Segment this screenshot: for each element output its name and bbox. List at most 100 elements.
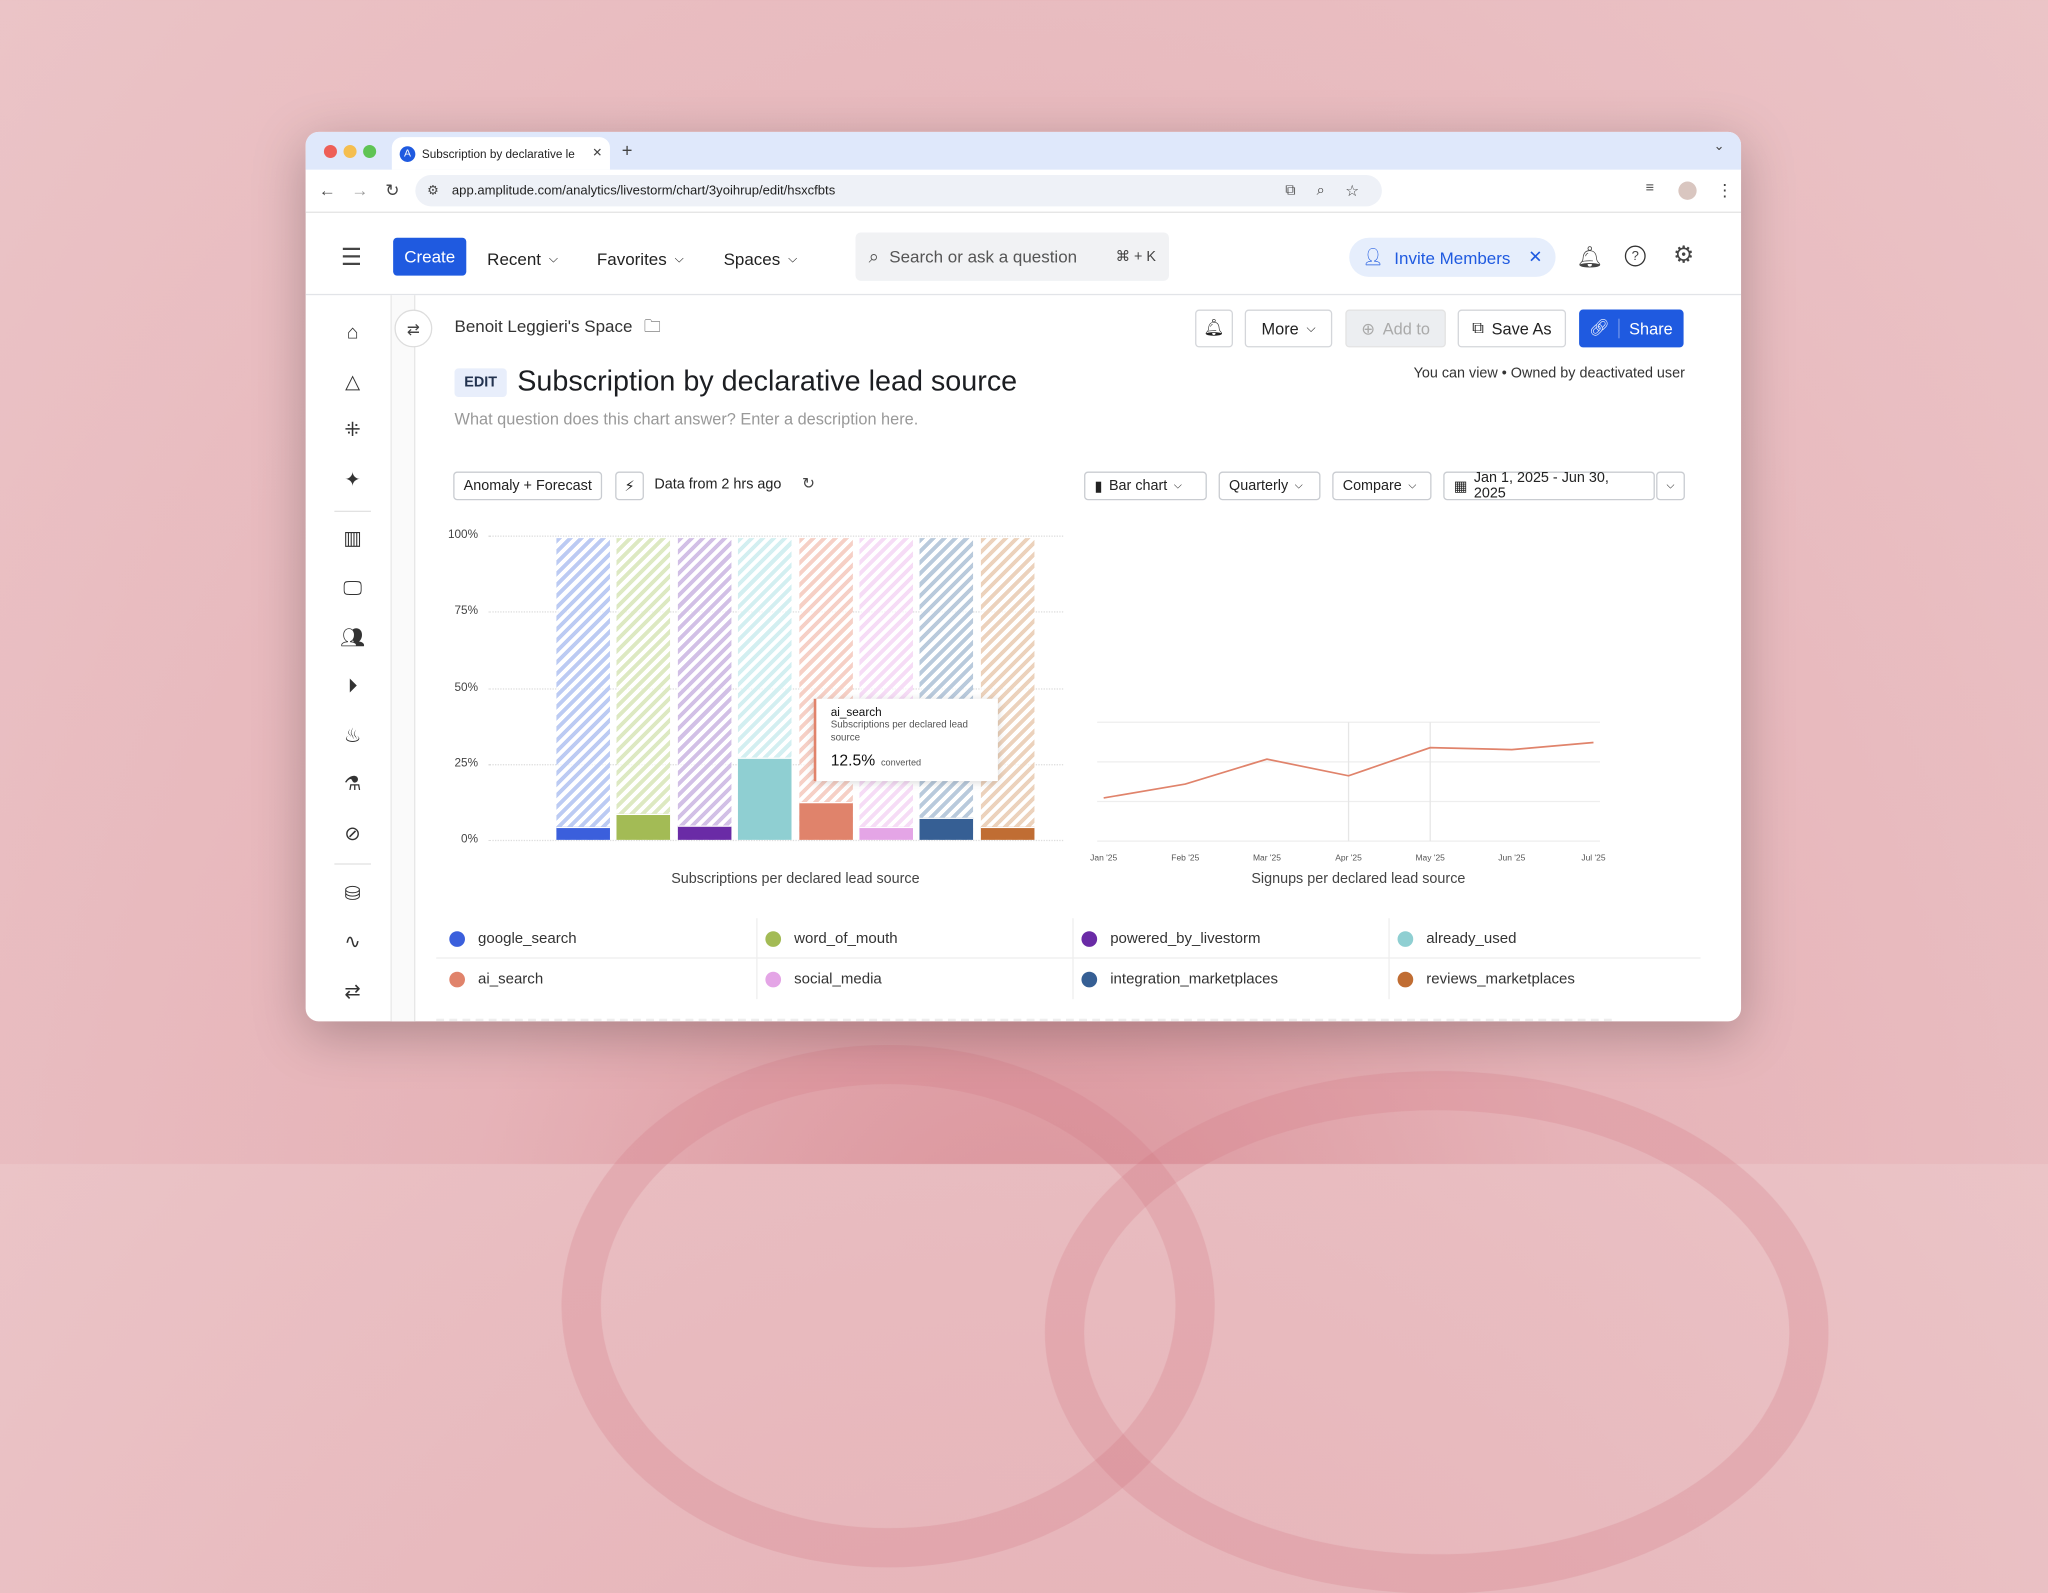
- legend-item-powered_by_livestorm[interactable]: powered_by_livestorm: [1072, 918, 1260, 959]
- reload-icon[interactable]: ↻: [385, 180, 400, 200]
- add-to-button[interactable]: ⊕ Add to: [1345, 309, 1446, 348]
- compass-icon[interactable]: ⊘: [344, 822, 361, 846]
- bar-remainder-integration_marketplaces[interactable]: [920, 538, 974, 840]
- bar-integration_marketplaces[interactable]: [920, 816, 974, 840]
- anomaly-forecast-button[interactable]: Anomaly + Forecast: [453, 471, 603, 501]
- bar-word_of_mouth[interactable]: [616, 814, 671, 840]
- sparkles-icon[interactable]: ✦: [344, 468, 361, 492]
- bar-remainder-powered_by_livestorm[interactable]: [677, 538, 732, 840]
- translate-icon[interactable]: ⧉: [1285, 182, 1296, 198]
- chart-type-label: Bar chart: [1108, 478, 1168, 494]
- profile-avatar[interactable]: [1678, 181, 1697, 200]
- site-settings-icon[interactable]: ⚙: [427, 183, 439, 198]
- back-icon[interactable]: ←: [318, 180, 336, 200]
- date-range-picker[interactable]: ▦ Jan 1, 2025 - Jun 30, 2025: [1443, 470, 1655, 502]
- close-icon[interactable]: ✕: [1528, 246, 1543, 267]
- favorites-menu[interactable]: Favorites ⌵: [597, 249, 684, 269]
- lightning-button[interactable]: ⚡︎: [615, 471, 644, 501]
- bar-remainder-word_of_mouth[interactable]: [616, 538, 671, 840]
- create-button[interactable]: Create: [393, 237, 467, 276]
- legend-item-already_used[interactable]: already_used: [1388, 918, 1516, 959]
- bar-ai_search[interactable]: [798, 801, 853, 840]
- chart-type-select[interactable]: ▮ Bar chart ⌵: [1084, 471, 1207, 501]
- signups-line: [1103, 741, 1594, 799]
- bar-powered_by_livestorm[interactable]: [677, 824, 732, 840]
- recent-menu[interactable]: Recent ⌵: [487, 249, 558, 269]
- date-range-dropdown[interactable]: ⌵: [1656, 471, 1685, 501]
- search-input[interactable]: ⌕ Search or ask a question ⌘ + K: [855, 232, 1169, 281]
- calendar-icon: ▦: [1453, 478, 1468, 495]
- interval-select[interactable]: Quarterly ⌵: [1218, 471, 1321, 501]
- x-tick-label: Jan '25: [1090, 853, 1117, 863]
- legend-item-reviews_marketplaces[interactable]: reviews_marketplaces: [1388, 958, 1575, 1000]
- legend-item-ai_search[interactable]: ai_search: [449, 959, 543, 999]
- more-button[interactable]: More ⌵: [1244, 309, 1333, 348]
- bar-remainder-google_search[interactable]: [556, 538, 610, 840]
- sidebar: ⌂ △ ⁜ ✦ ▥ 🖵︎ 👥︎ ⏵ ♨ ⚗ ⊘ ⛁ ∿ ⇄: [306, 295, 392, 1022]
- lightning-icon: ⚡︎: [624, 478, 635, 495]
- tooltip-value: 12.5%: [830, 751, 876, 770]
- url-field[interactable]: ⚙ app.amplitude.com/analytics/livestorm/…: [415, 175, 1382, 207]
- database-icon[interactable]: ⛁: [344, 882, 361, 906]
- bar-remainder-ai_search[interactable]: [798, 538, 853, 840]
- refresh-icon[interactable]: ↻: [801, 474, 816, 493]
- chevron-down-icon: ⌵: [674, 252, 684, 266]
- help-icon[interactable]: ?: [1624, 245, 1646, 267]
- bar-google_search[interactable]: [556, 826, 610, 840]
- share-button[interactable]: 🔗︎ Share: [1579, 309, 1684, 348]
- legend-swatch: [1397, 971, 1414, 987]
- media-controls-icon[interactable]: ≡: [1645, 180, 1655, 196]
- invite-members-button[interactable]: 👤︎ Invite Members ✕: [1349, 237, 1556, 277]
- tooltip-series: ai_search: [830, 705, 882, 719]
- save-as-button[interactable]: ⧉ Save As: [1457, 309, 1567, 348]
- bookmark-star-icon[interactable]: ☆: [1345, 181, 1360, 200]
- legend-item-social_media[interactable]: social_media: [756, 958, 882, 1000]
- flask-icon[interactable]: ⚗: [343, 773, 362, 796]
- legend-item-word_of_mouth[interactable]: word_of_mouth: [756, 918, 898, 959]
- close-tab-icon[interactable]: ✕: [592, 146, 603, 160]
- click-icon[interactable]: ⁜: [344, 419, 361, 442]
- invite-label: Invite Members: [1394, 247, 1511, 268]
- link-icon: 🔗︎: [1580, 318, 1620, 339]
- bar-chart-title: Subscriptions per declared lead source: [671, 871, 920, 887]
- bar-remainder-reviews_marketplaces[interactable]: [980, 538, 1035, 840]
- legend-swatch: [1081, 930, 1098, 947]
- chart-icon[interactable]: ▥: [343, 527, 362, 550]
- legend-row: google_search word_of_mouth powered_by_liv…: [436, 918, 1701, 959]
- swap-panel-button[interactable]: ⇄: [394, 309, 433, 348]
- compare-select[interactable]: Compare ⌵: [1332, 471, 1432, 501]
- tab-list-icon[interactable]: ⌄: [1713, 139, 1725, 155]
- zoom-icon[interactable]: ⌕: [1316, 182, 1325, 198]
- legend-item-integration_marketplaces[interactable]: integration_marketplaces: [1072, 958, 1279, 1000]
- shapes-icon[interactable]: △: [345, 370, 361, 394]
- description-input[interactable]: What question does this chart answer? En…: [454, 410, 919, 429]
- bar-reviews_marketplaces[interactable]: [980, 826, 1035, 840]
- flame-icon[interactable]: ♨: [343, 724, 362, 748]
- breadcrumb[interactable]: Benoit Leggieri's Space: [454, 316, 633, 336]
- browser-menu-icon[interactable]: ⋮: [1716, 180, 1734, 200]
- bar-social_media[interactable]: [859, 826, 913, 840]
- legend-item-google_search[interactable]: google_search: [449, 918, 577, 958]
- new-tab-icon[interactable]: +: [621, 139, 633, 161]
- spaces-menu[interactable]: Spaces ⌵: [724, 249, 797, 269]
- alert-bell-button[interactable]: 🔔︎: [1195, 309, 1233, 348]
- forward-icon[interactable]: →: [351, 180, 369, 200]
- pipeline-icon[interactable]: ⇄: [344, 980, 361, 1004]
- users-icon[interactable]: 👥︎: [340, 626, 366, 650]
- page-title[interactable]: Subscription by declarative lead source: [517, 364, 1018, 398]
- bar-remainder-social_media[interactable]: [859, 538, 913, 840]
- settings-gear-icon[interactable]: ⚙: [1673, 241, 1695, 268]
- hamburger-menu-icon[interactable]: ☰: [340, 244, 362, 271]
- folder-icon[interactable]: 🗀: [643, 316, 661, 336]
- chevron-down-icon: ⌵: [1294, 479, 1303, 492]
- pulse-icon[interactable]: ∿: [344, 931, 361, 954]
- play-icon[interactable]: ⏵: [347, 675, 358, 698]
- search-shortcut: ⌘ + K: [1115, 249, 1156, 266]
- bar-already_used[interactable]: [738, 757, 792, 840]
- monitor-icon[interactable]: 🖵︎: [343, 577, 363, 600]
- browser-tab[interactable]: A Subscription by declarative le ✕: [391, 137, 610, 170]
- bell-icon[interactable]: 🔔︎: [1576, 246, 1604, 270]
- home-icon[interactable]: ⌂: [346, 321, 359, 344]
- legend-label: integration_marketplaces: [1110, 971, 1279, 987]
- plus-circle-icon: ⊕: [1361, 319, 1375, 339]
